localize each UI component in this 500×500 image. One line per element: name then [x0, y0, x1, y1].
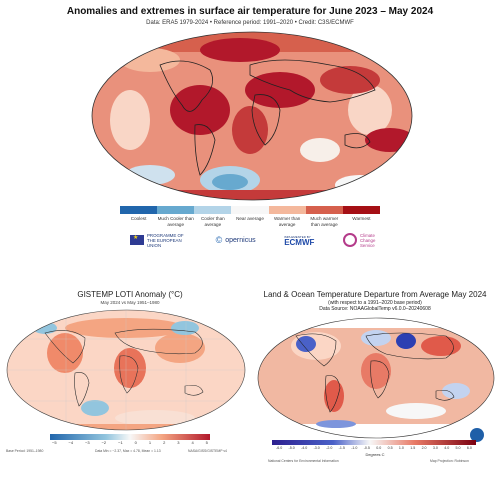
tick-label: −2: [101, 440, 107, 445]
noaa-logo-icon: [470, 428, 484, 442]
tick-label: 2.0: [421, 446, 427, 450]
noaa-subtitle: (with respect to a 1991–2020 base period…: [250, 300, 500, 312]
noaa-colorbar-ticks: -6.0 -5.0 -4.0 -3.0 -2.0 -1.5 -1.0 -0.5 …: [276, 446, 472, 450]
tick-label: 1: [148, 440, 152, 445]
tick-label: 2: [163, 440, 166, 445]
c3s-logo-text: Climate Change Service: [360, 232, 376, 248]
tick-label: -0.5: [363, 446, 370, 450]
legend-label: Much warmer than average: [310, 216, 339, 227]
tick-label: 0.5: [387, 446, 393, 450]
top-world-map: [91, 31, 413, 201]
top-map-title: Anomalies and extremes in surface air te…: [66, 6, 434, 17]
tick-label: -1.0: [351, 446, 358, 450]
tick-label: −4: [68, 440, 74, 445]
top-legend-labels: Coolest Much Cooler than average Cooler …: [120, 216, 380, 228]
tick-label: −3: [85, 440, 90, 445]
eu-logo: ★ PROGRAMME OF THE EUROPEAN UNION: [130, 233, 187, 248]
legend-swatch-much-warmer: [305, 206, 343, 214]
eu-logo-text: PROGRAMME OF THE EUROPEAN UNION: [147, 232, 184, 248]
tick-label: 1.5: [410, 446, 416, 450]
tick-label: 5.0: [455, 446, 461, 450]
noaa-projection: Map Projection: Robinson: [430, 459, 469, 463]
noaa-unit-label: Degrees C: [365, 452, 385, 457]
legend-swatch-much-cooler: [157, 206, 195, 214]
gistemp-subtitle: May 2024 vs May 1951–1980: [100, 300, 160, 305]
copernicus-mark-icon: ©: [215, 234, 223, 245]
gistemp-colorbar-ticks: −5 −4 −3 −2 −1 0 1 2 3 4 5: [52, 440, 208, 445]
tick-label: 3: [177, 440, 180, 445]
legend-label: Coolest: [130, 216, 147, 221]
tick-label: 3.0: [432, 446, 438, 450]
tick-label: 4.0: [444, 446, 450, 450]
legend-label: Warmest: [352, 216, 371, 221]
legend-label: Cooler than average: [200, 216, 225, 227]
tick-label: -5.0: [288, 446, 295, 450]
gistemp-map: [6, 309, 246, 431]
tick-label: 0.0: [376, 446, 382, 450]
tick-label: 1.0: [398, 446, 404, 450]
eu-flag-icon: ★: [130, 235, 144, 245]
ecmwf-implemented-text: IMPLEMENTED BY: [284, 235, 311, 239]
gistemp-title: GISTEMP LOTI Anomaly (°C): [77, 290, 183, 299]
sponsor-logos: ★ PROGRAMME OF THE EUROPEAN UNION © oper…: [130, 232, 390, 248]
tick-label: -3.0: [313, 446, 320, 450]
ecmwf-logo: IMPLEMENTED BY ECMWF: [284, 235, 315, 247]
legend-swatch-warmer: [268, 206, 306, 214]
c3s-ring-icon: [343, 233, 357, 247]
legend-label: Much Cooler than average: [157, 216, 194, 227]
tick-label: -2.0: [326, 446, 333, 450]
top-map-subtitle: Data: ERA5 1979-2024 • Reference period:…: [146, 20, 354, 26]
noaa-title: Land & Ocean Temperature Departure from …: [263, 290, 487, 299]
noaa-base-period: (with respect to a 1991–2020 base period…: [328, 300, 422, 306]
tick-label: 0: [134, 440, 137, 445]
tick-label: 6.0: [466, 446, 472, 450]
tick-label: 5: [205, 440, 208, 445]
legend-label: Warmer than average: [273, 216, 301, 227]
tick-label: 4: [191, 440, 194, 445]
gistemp-credit: NASA/GISS/GISTEMP v4: [188, 449, 227, 453]
legend-swatch-coolest: [120, 206, 158, 214]
legend-swatch-warmest: [342, 206, 380, 214]
top-legend-swatches: [120, 206, 380, 214]
tick-label: -6.0: [276, 446, 283, 450]
noaa-map: [257, 317, 495, 439]
legend-label: Near average: [236, 216, 264, 221]
legend-swatch-near-average: [231, 206, 269, 214]
legend-swatch-cooler: [194, 206, 232, 214]
gistemp-colorbar: [50, 434, 210, 440]
copernicus-logo: © opernicus: [215, 234, 256, 245]
tick-label: −1: [118, 440, 123, 445]
ecmwf-logo-text: ECMWF: [284, 238, 315, 247]
noaa-data-source: Data Source: NOAAGlobalTemp v6.0.0–20240…: [319, 306, 431, 312]
gistemp-data-stats: Data Min = −2.37, Max = 4.78, Mean = 1.1…: [95, 449, 161, 453]
copernicus-logo-text: opernicus: [225, 236, 256, 244]
noaa-colorbar: [272, 440, 476, 445]
tick-label: -1.5: [338, 446, 345, 450]
tick-label: -4.0: [301, 446, 308, 450]
c3s-logo: Climate Change Service: [343, 233, 390, 248]
gistemp-base-period: Base Period: 1951–1980: [6, 449, 44, 453]
noaa-credit: National Centers for Environmental Infor…: [268, 459, 339, 463]
tick-label: −5: [52, 440, 57, 445]
